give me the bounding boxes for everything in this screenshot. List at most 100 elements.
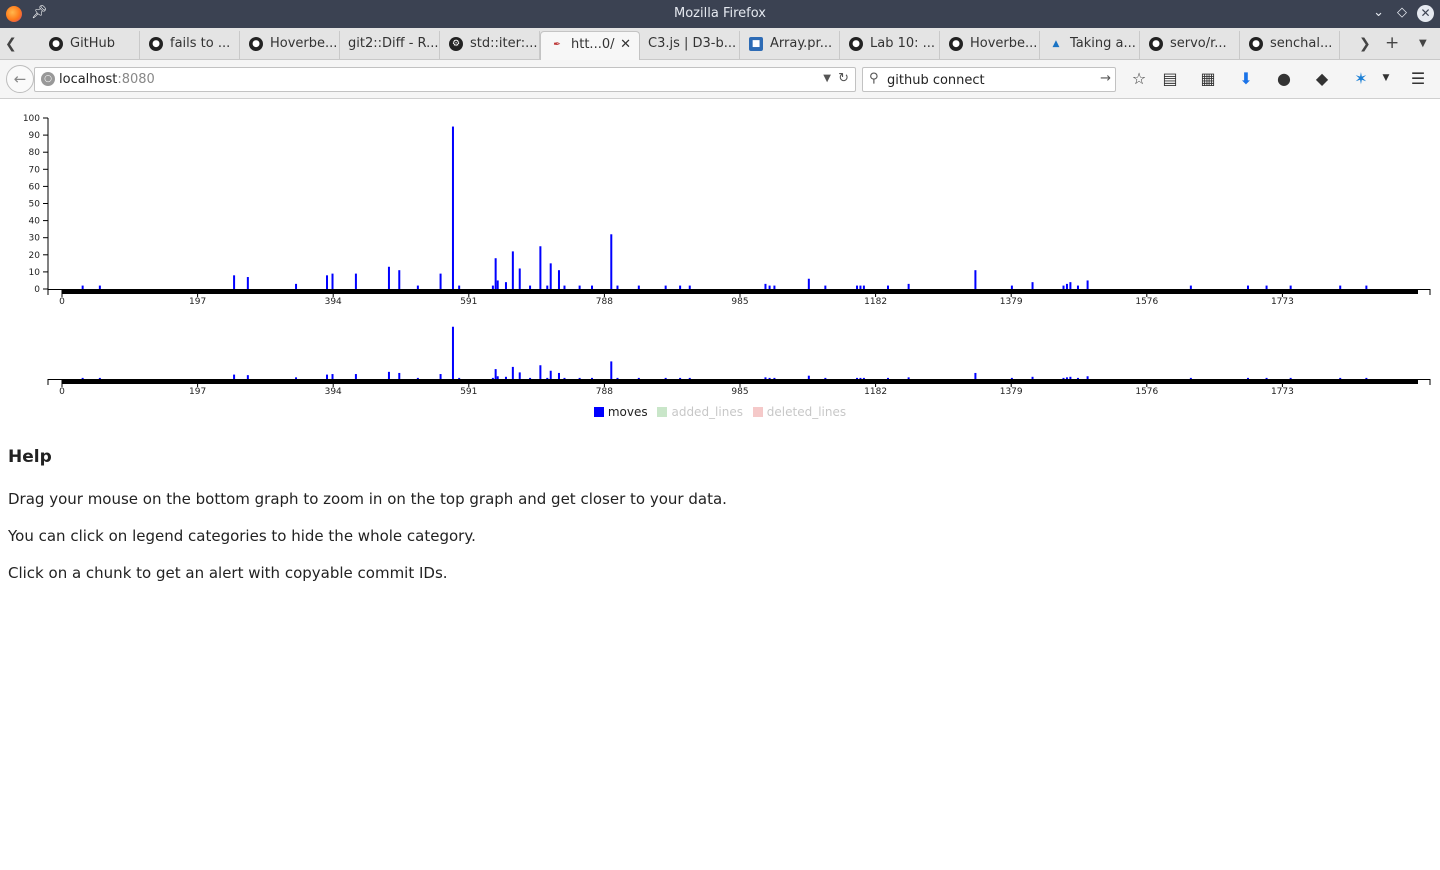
tab-array-prototype[interactable]: ■ Array.pr... (740, 31, 840, 60)
bar-moves[interactable] (886, 377, 889, 379)
bar-moves[interactable] (563, 377, 566, 379)
bar-moves[interactable] (416, 285, 419, 289)
download-icon[interactable]: ⬇ (1239, 69, 1253, 88)
tile-grid-icon[interactable]: ▦ (1200, 69, 1216, 88)
tab-hoverbear-1[interactable]: ● Hoverbe... (240, 31, 340, 60)
bar-moves[interactable] (856, 377, 859, 379)
bar-moves[interactable] (326, 275, 329, 289)
bar-moves[interactable] (1065, 283, 1068, 289)
bar-moves[interactable] (458, 285, 461, 289)
bar-moves[interactable] (1246, 377, 1249, 379)
bar-moves[interactable] (518, 372, 521, 379)
bar-moves[interactable] (98, 377, 101, 379)
bar-moves[interactable] (1339, 285, 1342, 289)
bar-moves[interactable] (862, 285, 865, 289)
bar-moves[interactable] (529, 285, 532, 289)
tab-fails-to[interactable]: ● fails to ... (140, 31, 240, 60)
bar-moves[interactable] (1069, 282, 1072, 289)
search-input[interactable] (887, 71, 1087, 89)
bar-moves[interactable] (616, 377, 619, 379)
bar-moves[interactable] (773, 285, 776, 289)
tab-c3js[interactable]: C3.js | D3-b... (640, 31, 740, 60)
bar-moves[interactable] (1062, 285, 1065, 289)
tab-list-icon[interactable]: ▼ (1419, 38, 1427, 49)
url-bar[interactable]: ○ localhost:8080 ▼ ↻ (34, 67, 856, 92)
bar-moves[interactable] (856, 285, 859, 289)
bar-moves[interactable] (1189, 285, 1192, 289)
bar-moves[interactable] (246, 277, 249, 289)
menu-icon[interactable]: ☰ (1410, 69, 1426, 88)
bar-moves[interactable] (610, 361, 613, 379)
tab-git2-diff[interactable]: git2::Diff - R... (340, 31, 440, 60)
bar-moves[interactable] (98, 285, 101, 289)
bar-moves[interactable] (1265, 377, 1268, 379)
bar-moves[interactable] (81, 377, 84, 379)
bar-moves[interactable] (768, 377, 771, 379)
bar-moves[interactable] (398, 372, 401, 379)
bar-moves[interactable] (768, 285, 771, 289)
bar-moves[interactable] (331, 273, 334, 289)
sub-chart-zoom[interactable]: 0 197 394 591 788 985 1182 1379 1576 1773 (47, 326, 1431, 397)
bar-moves[interactable] (387, 266, 390, 289)
bar-moves[interactable] (773, 377, 776, 379)
bar-moves[interactable] (1031, 282, 1034, 289)
bookmark-star-icon[interactable]: ☆ (1131, 69, 1147, 88)
bar-moves[interactable] (591, 285, 594, 289)
bar-moves[interactable] (494, 258, 497, 289)
bar-moves[interactable] (496, 376, 499, 379)
bar-moves[interactable] (637, 377, 640, 379)
bar-moves[interactable] (1289, 285, 1292, 289)
bar-moves[interactable] (862, 377, 865, 379)
bar-moves[interactable] (549, 370, 552, 379)
bar-moves[interactable] (859, 377, 862, 379)
bar-moves[interactable] (81, 285, 84, 289)
bar-moves[interactable] (331, 374, 334, 379)
bar-moves[interactable] (416, 377, 419, 379)
bar-moves[interactable] (610, 234, 613, 289)
bar-moves[interactable] (529, 377, 532, 379)
extension-dropdown-icon[interactable]: ▼ (1382, 73, 1390, 83)
bar-moves[interactable] (886, 285, 889, 289)
tab-lab-10[interactable]: ● Lab 10: ... (840, 31, 940, 60)
bar-moves[interactable] (807, 375, 810, 379)
bar-moves[interactable] (679, 285, 682, 289)
bar-moves[interactable] (664, 285, 667, 289)
bar-moves[interactable] (1069, 376, 1072, 379)
scroll-tabs-left-icon[interactable]: ❮ (5, 36, 17, 52)
bar-moves[interactable] (688, 285, 691, 289)
bar-moves[interactable] (458, 377, 461, 379)
bar-moves[interactable] (451, 326, 454, 379)
bar-moves[interactable] (539, 365, 542, 379)
bar-moves[interactable] (974, 270, 977, 289)
legend-item-moves[interactable]: moves (593, 405, 648, 419)
legend-item-deleted-lines[interactable]: deleted_lines (752, 405, 846, 419)
bar-moves[interactable] (246, 375, 249, 379)
bar-moves[interactable] (679, 377, 682, 379)
bar-moves[interactable] (233, 275, 236, 289)
bar-moves[interactable] (491, 377, 494, 379)
bar-moves[interactable] (504, 376, 507, 379)
bar-moves[interactable] (539, 246, 542, 289)
bar-moves[interactable] (1065, 377, 1068, 379)
bar-moves[interactable] (557, 372, 560, 379)
bar-moves[interactable] (511, 366, 514, 379)
bar-moves[interactable] (616, 285, 619, 289)
tab-localhost-active[interactable]: ✒ htt...0/ ✕ (540, 31, 640, 60)
minimize-icon[interactable]: ⌄ (1373, 5, 1384, 20)
bar-moves[interactable] (907, 283, 910, 289)
search-go-icon[interactable]: → (1100, 71, 1111, 86)
extension-icon[interactable]: ✶ (1354, 69, 1368, 88)
bar-moves[interactable] (326, 374, 329, 379)
search-bar[interactable]: ⚲ → (862, 67, 1116, 92)
bar-moves[interactable] (1031, 376, 1034, 379)
back-button[interactable]: ← (6, 65, 34, 93)
close-tab-icon[interactable]: ✕ (620, 37, 631, 52)
bar-moves[interactable] (439, 273, 442, 289)
bar-moves[interactable] (578, 285, 581, 289)
close-window-icon[interactable]: ✕ (1417, 5, 1434, 22)
pin-icon[interactable]: 📌︎ (31, 5, 48, 20)
chat-icon[interactable]: ● (1277, 69, 1291, 88)
bar-moves[interactable] (1246, 285, 1249, 289)
reload-icon[interactable]: ↻ (838, 71, 849, 86)
bar-moves[interactable] (494, 369, 497, 379)
